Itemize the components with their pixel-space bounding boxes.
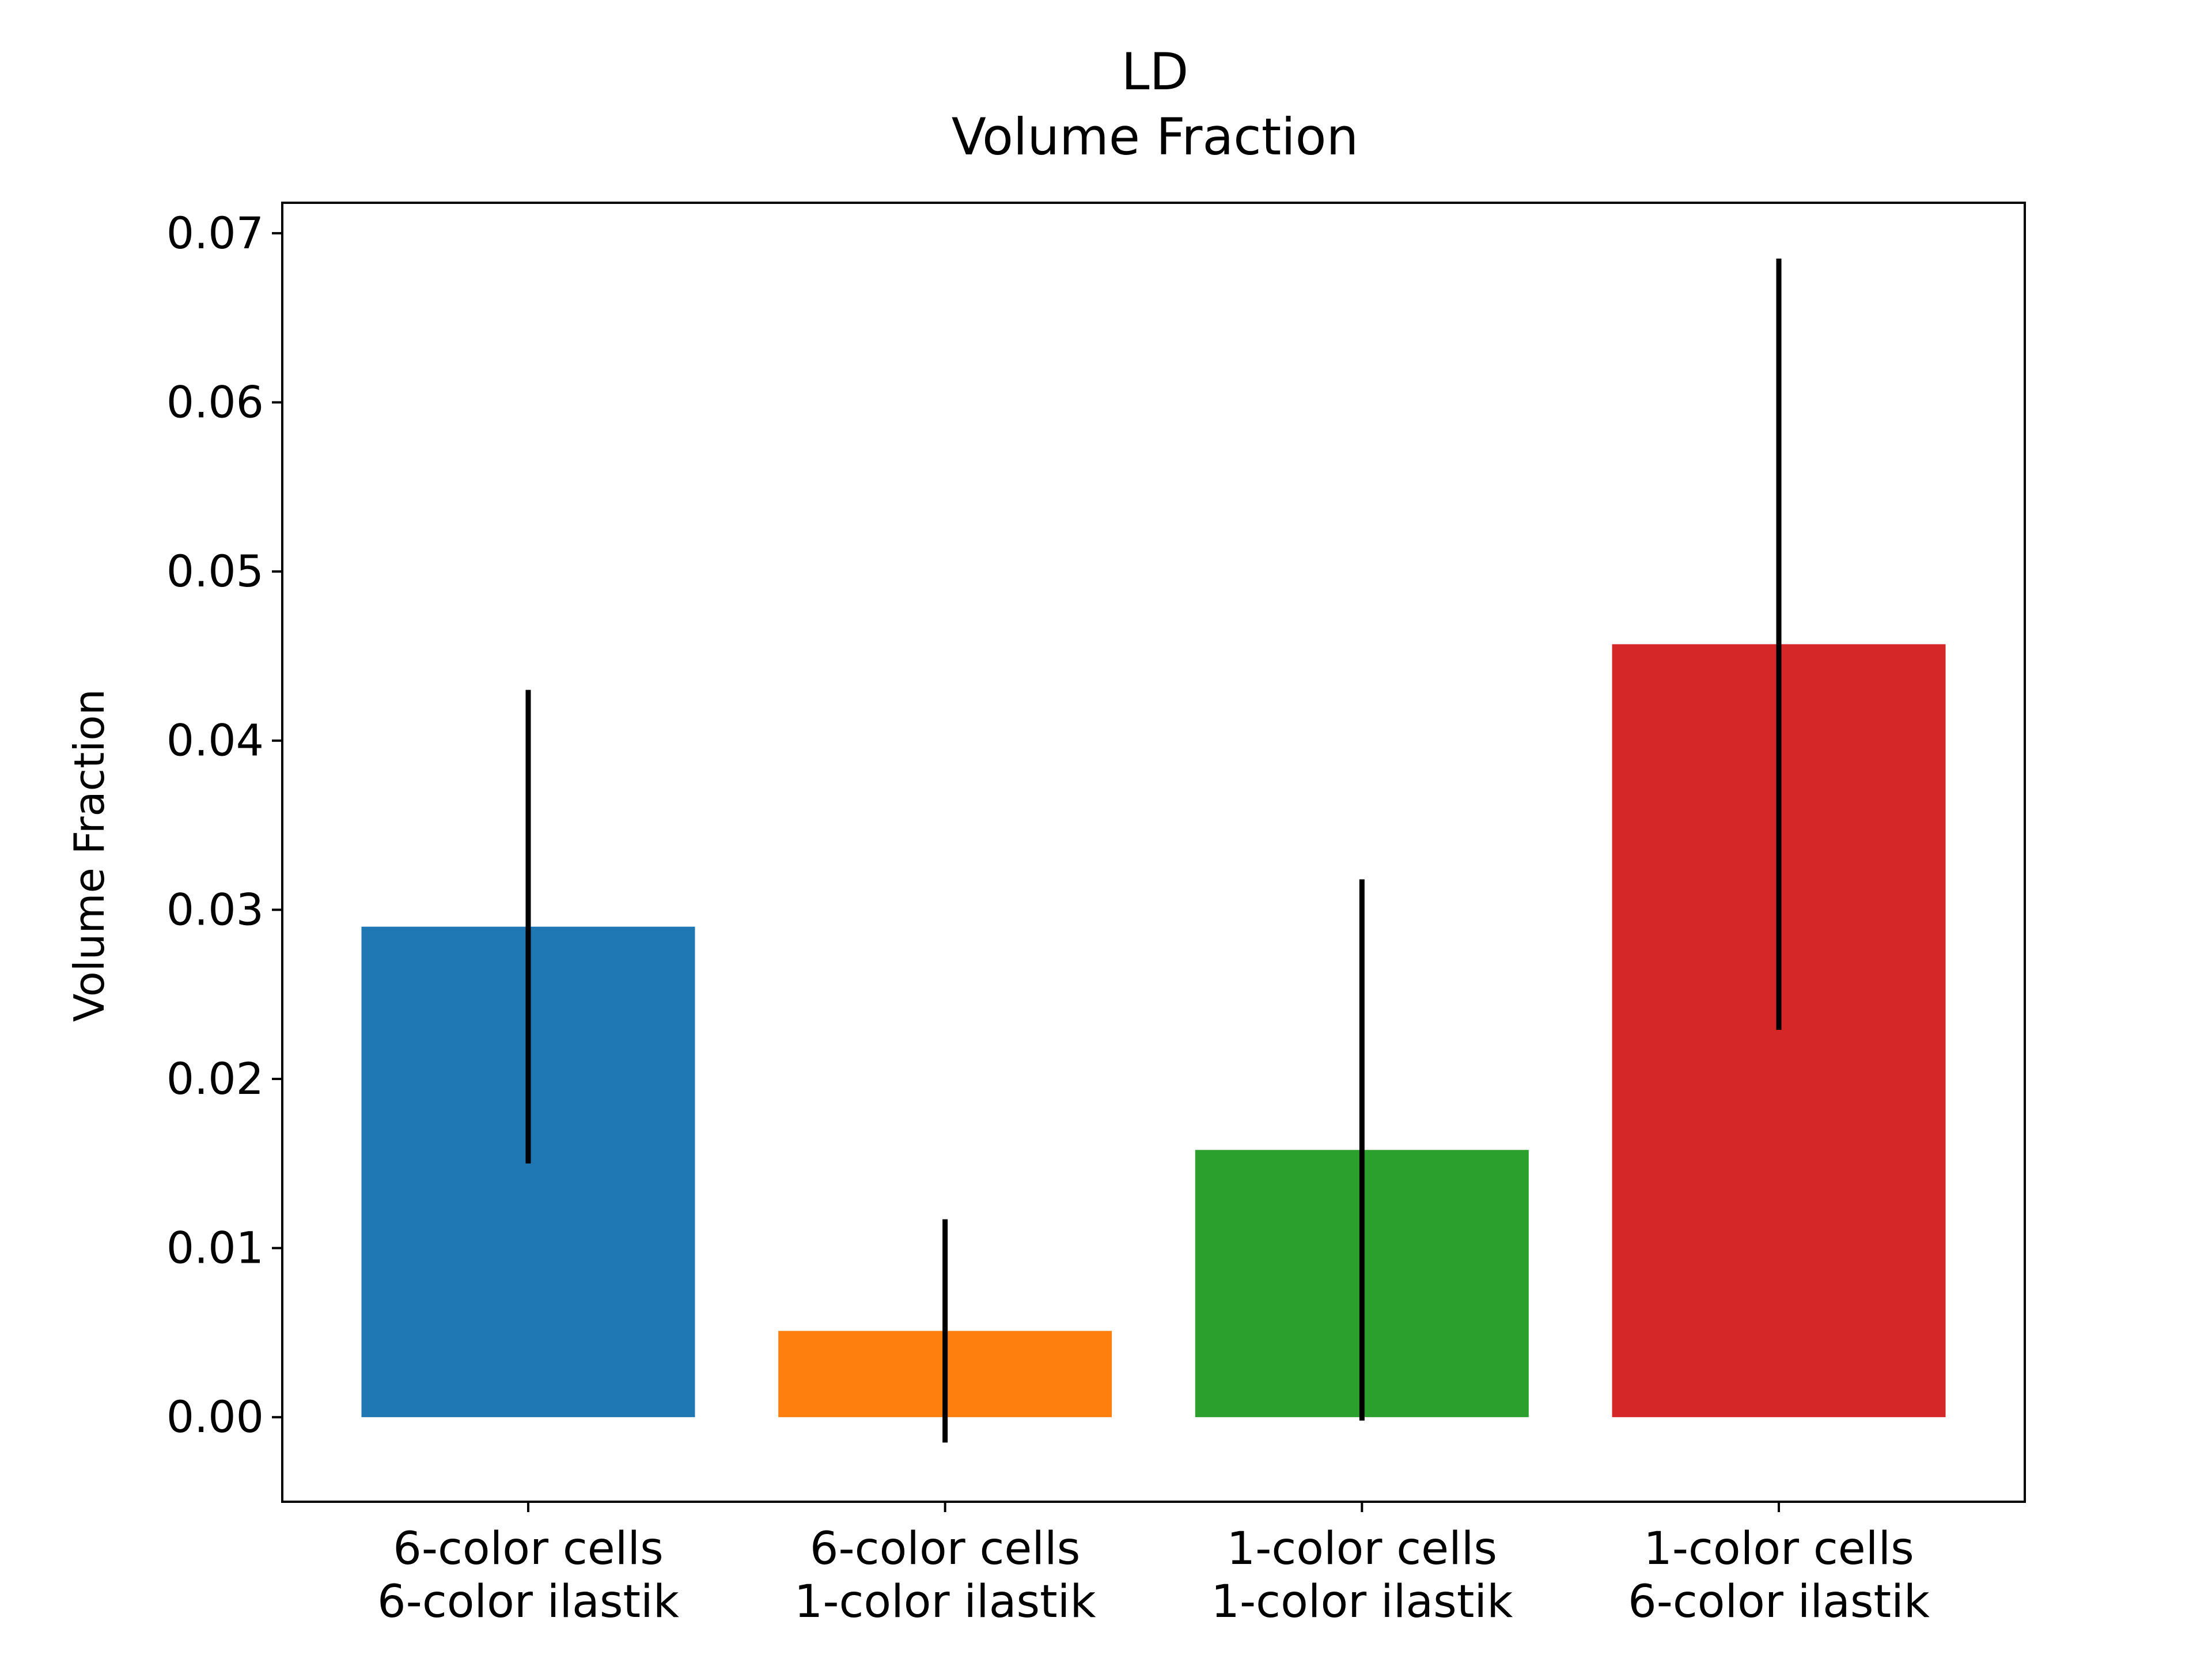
y-axis-label: Volume Fraction [65,689,113,1022]
y-tick-label-0: 0.00 [166,1391,264,1442]
y-tick-label-7: 0.07 [166,207,264,259]
x-tick-label-3-1: 6-color ilastik [1628,1576,1930,1628]
y-tick-label-2: 0.02 [166,1053,264,1104]
x-tick-label-1-1: 1-color ilastik [794,1576,1096,1628]
y-tick-label-1: 0.01 [166,1222,264,1274]
chart-title-line-2: Volume Fraction [952,107,1359,166]
error-bars-layer [525,258,1782,1443]
y-tick-label-4: 0.04 [166,715,264,766]
x-tick-label-3-0: 1-color cells [1643,1523,1914,1575]
y-ticks: 0.00 0.01 0.02 0.03 0.04 0.05 0.06 0.07 [166,207,282,1442]
x-tick-label-0-1: 6-color ilastik [377,1576,679,1628]
chart-title-line-1: LD [1122,42,1189,101]
x-tick-label-2-0: 1-color cells [1227,1523,1498,1575]
y-tick-label-5: 0.05 [166,546,264,597]
x-tick-label-1-0: 6-color cells [810,1523,1081,1575]
axes-frame [281,202,2026,1503]
x-tick-label-0-0: 6-color cells [393,1523,664,1575]
y-tick-label-3: 0.03 [166,884,264,935]
x-tick-label-2-1: 1-color ilastik [1211,1576,1513,1628]
y-tick-label-6: 0.06 [166,376,264,427]
